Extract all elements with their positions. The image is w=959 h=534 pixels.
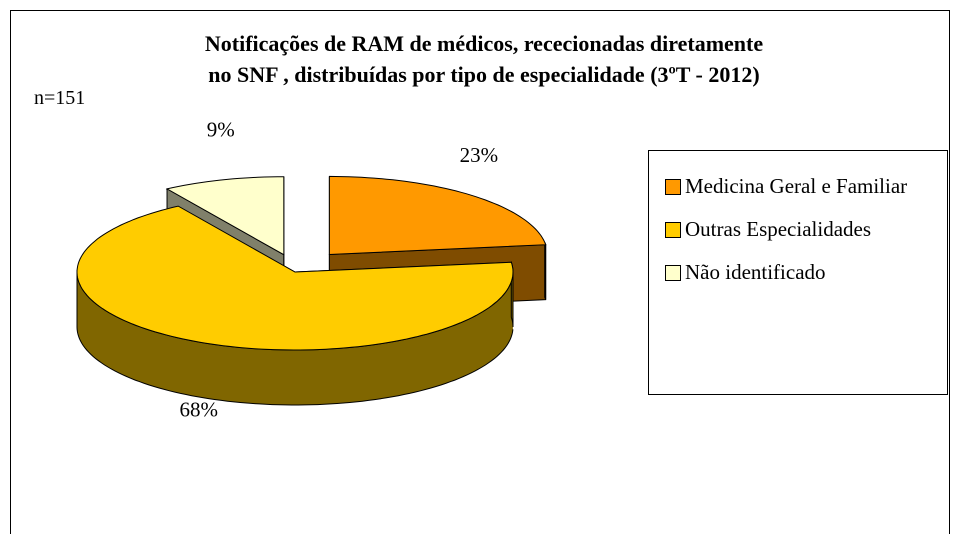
data-label: 68% xyxy=(180,397,219,421)
pie-slice xyxy=(165,176,285,256)
data-label: 9% xyxy=(207,118,235,142)
legend-item: Não identificado xyxy=(665,259,937,286)
legend-item: Medicina Geral e Familiar xyxy=(665,173,937,200)
legend-swatch xyxy=(665,265,681,281)
chart-title: Notificações de RAM de médicos, rececion… xyxy=(205,31,763,56)
legend-swatch xyxy=(665,222,681,238)
pie-slice xyxy=(76,205,514,351)
data-label: 23% xyxy=(460,143,499,167)
legend-swatch xyxy=(665,179,681,195)
legend-label: Medicina Geral e Familiar xyxy=(685,174,908,198)
legend-label: Não identificado xyxy=(685,260,826,284)
chart-border xyxy=(10,10,950,534)
slice-wall xyxy=(544,242,547,300)
legend: Medicina Geral e Familiar Outras Especial… xyxy=(648,150,948,395)
legend-item: Outras Especialidades xyxy=(665,216,937,243)
annotation: n=151 xyxy=(34,87,85,109)
chart-title: no SNF , distribuídas por tipo de especi… xyxy=(208,62,759,87)
pie-slice xyxy=(328,175,547,255)
legend-label: Outras Especialidades xyxy=(685,217,872,241)
